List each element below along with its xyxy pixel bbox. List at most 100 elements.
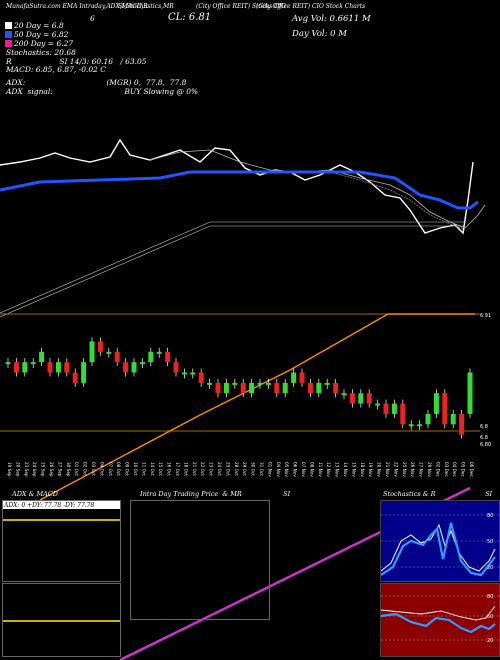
legend-stochastics: Stochastics: 20.68 xyxy=(6,48,76,57)
date-tick: 31 Oct xyxy=(259,462,264,476)
orange-trend-line xyxy=(39,313,475,500)
candle-body xyxy=(223,382,229,394)
day-volume: Day Vol: 0 M xyxy=(292,29,347,39)
date-tick: 07 Nov xyxy=(301,462,306,477)
date-tick: 04 Nov xyxy=(276,462,281,477)
stoch-fast-line xyxy=(380,522,496,577)
date-tick: 23 Oct xyxy=(209,462,214,476)
candles xyxy=(5,337,473,439)
date-tick: 19 Nov xyxy=(368,462,373,477)
date-tick: 06 Nov xyxy=(293,462,298,477)
date-tick: 22 Nov xyxy=(393,462,398,477)
candle-body xyxy=(97,341,103,352)
candle-body xyxy=(459,413,465,435)
candle-body xyxy=(274,382,280,394)
date-tick: 05 Nov xyxy=(284,462,289,477)
stoch-tick-50: 50 xyxy=(487,539,493,545)
stoch-slow-line xyxy=(380,523,496,572)
ema200-swatch xyxy=(5,40,12,47)
candle-body xyxy=(341,393,347,396)
legend-rsi: R SI 14/3: 60.16 / 63.05 xyxy=(6,57,147,66)
ema200-label: 200 Day = 6.27 xyxy=(14,39,74,48)
date-tick: 27 Sep xyxy=(57,462,62,477)
candle-body xyxy=(324,382,330,385)
candle-body xyxy=(55,362,61,373)
candle-body xyxy=(64,362,70,373)
date-tick: 02 Dec xyxy=(435,462,440,477)
candle-body xyxy=(181,372,187,375)
date-tick: 22 Oct xyxy=(200,462,205,476)
candle-body xyxy=(383,403,389,414)
ema50-line xyxy=(0,170,479,210)
candle-body xyxy=(450,413,456,425)
date-tick: 03 Dec xyxy=(444,462,449,477)
close-price: CL: 6.81 xyxy=(168,12,212,23)
ema200-guide xyxy=(0,221,465,318)
stoch-plot: 80 50 20 xyxy=(380,513,499,577)
candle-body xyxy=(240,382,246,394)
date-tick: 10 Oct xyxy=(133,462,138,476)
candle-body xyxy=(316,382,322,394)
rsi-tick-80: 80 xyxy=(487,594,493,600)
price-axis-top: 6.91 xyxy=(480,313,491,319)
date-tick: 14 Oct xyxy=(150,462,155,476)
adx-panel-title: ADX & MACD xyxy=(12,490,58,498)
date-tick: 28 Oct xyxy=(234,462,239,476)
candle-body xyxy=(400,403,406,425)
date-tick: 11 Nov xyxy=(318,462,323,477)
candle-body xyxy=(123,362,129,373)
candle-body xyxy=(333,382,339,394)
date-tick: 20 Nov xyxy=(377,462,382,477)
date-tick: 21 Nov xyxy=(385,462,390,477)
candle-body xyxy=(47,362,53,373)
adx-readout-bar xyxy=(3,501,120,509)
price-axis-low3: 6.80 xyxy=(480,442,491,448)
legend-adx-signal: ADX signal: BUY Slowing @ 0% xyxy=(6,87,199,96)
date-tick: 30 Oct xyxy=(251,462,256,476)
candle-body xyxy=(30,362,36,365)
rsi-tick-50: 50 xyxy=(487,614,493,620)
rsi-blue-line xyxy=(380,612,496,634)
candle-body xyxy=(249,382,255,394)
candle-body xyxy=(391,403,397,414)
adx-readout: ADX: 0 +DY: 77.78 -DY: 77.78 xyxy=(4,502,95,509)
candle-body xyxy=(89,341,95,363)
candle-body xyxy=(207,382,213,385)
candle-body xyxy=(72,372,78,383)
date-tick: 25 Oct xyxy=(225,462,230,476)
candle-body xyxy=(307,382,313,394)
candle-body xyxy=(257,382,263,385)
candle-body xyxy=(5,362,11,365)
header-title-2: SI,Stochastics,MR xyxy=(118,3,174,10)
candle-body xyxy=(349,393,355,404)
candle-body xyxy=(442,393,448,425)
stoch-tick-20: 20 xyxy=(487,565,493,571)
date-tick: 27 Nov xyxy=(419,462,424,477)
date-tick: 23 Sep xyxy=(24,462,29,477)
candle-body xyxy=(165,351,171,363)
adx-level-line xyxy=(3,519,120,521)
candle-body xyxy=(425,413,431,425)
date-tick: 17 Oct xyxy=(175,462,180,476)
date-tick: 21 Oct xyxy=(192,462,197,476)
date-tick: 11 Oct xyxy=(141,462,146,476)
date-tick: 09 Oct xyxy=(125,462,130,476)
header-title-3: (City Office REIT) Stocks CIO xyxy=(196,3,286,10)
date-tick: 13 Nov xyxy=(335,462,340,477)
candle-body xyxy=(22,362,28,373)
header-title-1: MunafaSutra.com EMA Intraday,ADX,MACD,R xyxy=(6,3,148,10)
main-price-chart: 6.91 6.8 6.8 6.80 19 Sep 20 Sep 23 Sep 24 S… xyxy=(0,138,491,500)
stoch-panel-top: 80 50 20 xyxy=(380,500,500,582)
candle-body xyxy=(156,351,162,354)
date-tick: 12 Nov xyxy=(326,462,331,477)
date-tick: 15 Nov xyxy=(351,462,356,477)
legend-ema20: 20 Day = 6.8 xyxy=(5,21,64,30)
price-axis-low2: 6.8 xyxy=(480,435,488,441)
rsi-tick-20: 20 xyxy=(487,638,493,644)
date-tick: 25 Nov xyxy=(402,462,407,477)
candle-body xyxy=(148,351,154,363)
legend-ema50: 50 Day = 6.82 xyxy=(5,30,68,39)
date-tick: 24 Oct xyxy=(217,462,222,476)
date-tick: 06 Dec xyxy=(469,462,474,477)
mr-panel-title: Intra Day Trading Price & MR SI xyxy=(140,490,291,498)
